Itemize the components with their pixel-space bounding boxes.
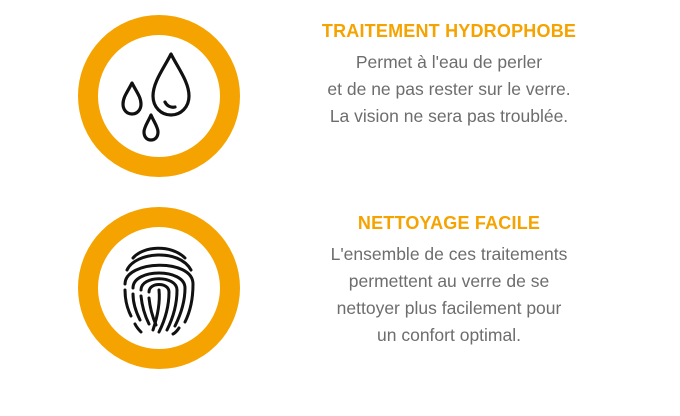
- nettoyage-line: un confort optimal.: [377, 325, 521, 345]
- nettoyage-line: L'ensemble de ces traitements: [330, 244, 568, 264]
- hydrophobe-line: Permet à l'eau de perler: [355, 52, 543, 72]
- feature-nettoyage: NETTOYAGE FACILE L'ensemble de ces trait…: [0, 200, 680, 416]
- nettoyage-badge: [78, 207, 240, 369]
- hydrophobe-line: et de ne pas rester sur le verre.: [327, 79, 571, 99]
- hydrophobe-title: TRAITEMENT HYDROPHOBE: [321, 21, 577, 41]
- hydrophobe-text: TRAITEMENT HYDROPHOBE Permet à l'eau de …: [288, 20, 610, 130]
- water-drops-icon: [121, 52, 191, 142]
- nettoyage-text: NETTOYAGE FACILE L'ensemble de ces trait…: [288, 212, 610, 349]
- nettoyage-description: L'ensemble de ces traitements permettent…: [288, 241, 610, 349]
- hydrophobe-line: La vision ne sera pas troublée.: [329, 106, 569, 126]
- nettoyage-line: permettent au verre de se: [348, 271, 550, 291]
- fingerprint-icon: [123, 246, 195, 336]
- feature-hydrophobe: TRAITEMENT HYDROPHOBE Permet à l'eau de …: [0, 0, 680, 200]
- hydrophobe-badge: [78, 15, 240, 177]
- hydrophobe-description: Permet à l'eau de perler et de ne pas re…: [288, 49, 610, 130]
- nettoyage-title: NETTOYAGE FACILE: [357, 213, 541, 233]
- nettoyage-line: nettoyer plus facilement pour: [336, 298, 562, 318]
